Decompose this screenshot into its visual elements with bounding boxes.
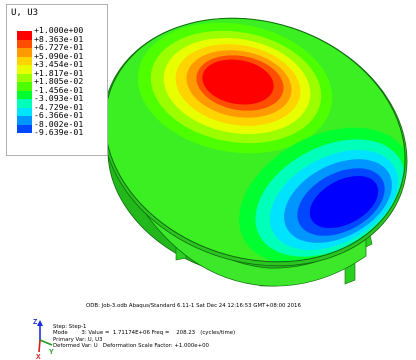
legend-swatch: [17, 48, 32, 57]
legend-swatch: [17, 90, 32, 99]
legend-label: +3.454e-01: [34, 59, 84, 69]
triad-z-arrowhead: [37, 320, 43, 326]
legend-swatch: [17, 65, 32, 74]
contour-legend[interactable]: U, U3 +1.000e+00 +8.363e-01 +6.727e-01 +5.0…: [6, 4, 108, 156]
legend-swatch: [17, 39, 32, 48]
legend-title: U, U3: [11, 8, 39, 18]
legend-color-bar: [17, 31, 32, 133]
mode-line: Mode 3: Value = 1.71174E+06 Freq = 208.2…: [53, 330, 236, 337]
triad-y-axis: [39, 339, 53, 346]
legend-label: +1.000e+00: [34, 25, 84, 35]
legend-swatch: [17, 116, 32, 125]
legend-label: +1.817e-01: [34, 67, 84, 78]
triad-x-axis: [38, 339, 41, 353]
odb-info-line: ODB: Job-3.odb Abaqus/Standard 6.11-1 Sa…: [86, 303, 301, 309]
legend-swatch: [17, 82, 32, 91]
legend-swatch: [17, 107, 32, 116]
step-info-block: Step: Step-1 Mode 3: Value = 1.71174E+06…: [53, 324, 235, 349]
legend-label: -3.093e-01: [34, 93, 84, 103]
legend-swatch: [17, 31, 32, 40]
triad-x-label: X: [36, 354, 41, 360]
legend-label: +5.090e-01: [34, 50, 84, 61]
legend-swatch: [17, 73, 32, 82]
legend-labels: +1.000e+00 +8.363e-01 +6.727e-01 +5.090e-01…: [34, 26, 83, 137]
legend-label: -1.456e-01: [34, 84, 84, 95]
primary-var-line: Primary Var: U, U3: [53, 336, 103, 343]
legend-label: -9.639e-01: [34, 127, 84, 137]
legend-label: +8.363e-01: [34, 33, 84, 44]
deformed-var-line: Deformed Var: U Deformation Scale Factor…: [53, 342, 209, 349]
legend-label: -4.729e-01: [34, 101, 84, 112]
legend-label: -8.002e-01: [34, 118, 84, 129]
legend-swatch: [17, 124, 32, 133]
legend-swatch: [17, 99, 32, 108]
legend-label: +6.727e-01: [34, 42, 84, 52]
view-triad[interactable]: Z X Y: [32, 318, 56, 360]
legend-swatch: [17, 56, 32, 65]
step-line: Step: Step-1: [53, 324, 87, 330]
triad-y-label: Y: [49, 349, 54, 356]
legend-label: -6.366e-01: [34, 110, 84, 120]
legend-label: +1.805e-02: [34, 76, 84, 86]
triad-z-label: Z: [33, 319, 38, 326]
dome-top-contours: [104, 18, 411, 265]
